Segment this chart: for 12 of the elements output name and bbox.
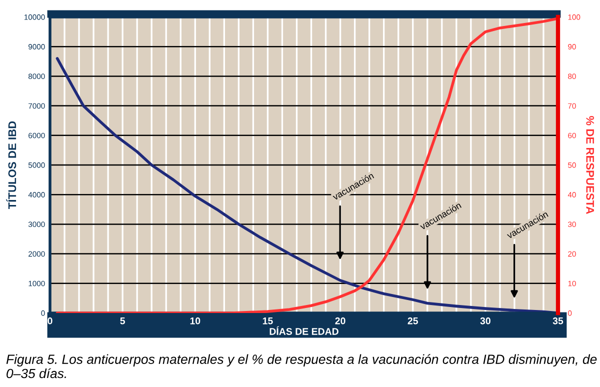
x-tick-label: 15 <box>262 318 273 324</box>
text: Figura 5. Los anticuerpos maternales y el % de respuesta a la vacunación contra IBD disminuyen, de 0–35 días. <box>6 354 597 378</box>
x-tick-label: 10 <box>190 317 200 324</box>
x-tick-label: 0 <box>48 317 52 324</box>
x-tick-label: 30 <box>480 317 490 324</box>
x-tick-label: 5 <box>120 318 126 324</box>
y2-axis-title: % DE RESPUESTA <box>586 116 594 214</box>
x-tick-label: 20 <box>335 317 346 324</box>
x-tick-label: 35 <box>552 317 564 324</box>
x-axis-title: DÍAS DE EDAD <box>270 326 338 335</box>
x-tick-label: 25 <box>408 317 418 324</box>
y-axis-title: TÍTULOS DE IBD <box>6 121 16 210</box>
